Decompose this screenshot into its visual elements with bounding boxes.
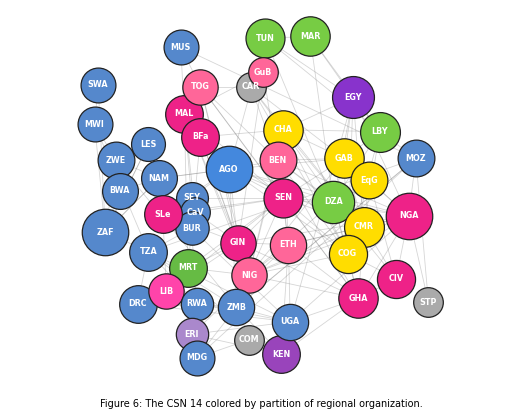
Text: BWA: BWA xyxy=(109,186,130,195)
Point xyxy=(144,249,153,255)
Text: NIG: NIG xyxy=(241,271,257,280)
Point xyxy=(360,223,368,230)
Text: AGO: AGO xyxy=(220,165,239,174)
Point xyxy=(349,94,357,101)
Point xyxy=(116,188,124,194)
Point xyxy=(192,354,201,361)
Text: BFa: BFa xyxy=(192,133,209,141)
Point xyxy=(279,126,287,133)
Point xyxy=(365,177,373,183)
Text: STP: STP xyxy=(420,298,437,306)
Text: MAL: MAL xyxy=(175,109,194,118)
Text: Figure 6: The CSN 14 colored by partition of regional organization.: Figure 6: The CSN 14 colored by partitio… xyxy=(100,399,423,409)
Text: CIV: CIV xyxy=(389,274,404,283)
Point xyxy=(424,299,433,305)
Text: ZMB: ZMB xyxy=(226,303,246,312)
Text: MWI: MWI xyxy=(85,120,105,129)
Text: MDG: MDG xyxy=(186,353,208,362)
Text: BUR: BUR xyxy=(182,224,201,233)
Point xyxy=(376,128,384,135)
Point xyxy=(232,304,241,311)
Text: COG: COG xyxy=(338,249,357,258)
Text: CMR: CMR xyxy=(354,222,374,231)
Text: MAR: MAR xyxy=(300,32,320,41)
Point xyxy=(90,121,99,128)
Text: ETH: ETH xyxy=(280,240,297,249)
Point xyxy=(112,157,120,164)
Point xyxy=(158,211,167,217)
Point xyxy=(340,155,348,162)
Text: GHA: GHA xyxy=(349,294,368,303)
Point xyxy=(133,301,142,307)
Text: EGY: EGY xyxy=(344,93,362,102)
Point xyxy=(144,141,153,147)
Point xyxy=(245,272,253,278)
Point xyxy=(191,209,199,216)
Point xyxy=(329,198,337,205)
Text: SLe: SLe xyxy=(154,210,171,218)
Text: UGA: UGA xyxy=(281,317,300,326)
Point xyxy=(192,301,201,307)
Point xyxy=(162,288,170,294)
Point xyxy=(344,250,352,257)
Point xyxy=(404,213,413,219)
Point xyxy=(354,295,362,302)
Text: GIN: GIN xyxy=(230,238,246,247)
Point xyxy=(246,83,255,90)
Point xyxy=(180,110,188,117)
Point xyxy=(196,83,204,90)
Point xyxy=(259,69,267,76)
Text: LES: LES xyxy=(140,140,156,149)
Text: GuB: GuB xyxy=(254,68,272,77)
Text: SWA: SWA xyxy=(88,81,108,89)
Point xyxy=(392,275,400,282)
Text: CaV: CaV xyxy=(186,208,204,217)
Point xyxy=(196,134,204,140)
Text: MUS: MUS xyxy=(170,43,191,52)
Text: TZA: TZA xyxy=(140,247,157,256)
Point xyxy=(184,265,192,271)
Text: EqG: EqG xyxy=(360,176,378,185)
Text: DRC: DRC xyxy=(128,299,147,309)
Text: ZWE: ZWE xyxy=(106,156,126,165)
Text: SEY: SEY xyxy=(183,193,200,202)
Point xyxy=(306,33,314,40)
Text: TUN: TUN xyxy=(256,34,275,43)
Text: SEN: SEN xyxy=(274,193,292,202)
Text: CAR: CAR xyxy=(242,82,260,91)
Text: TOG: TOG xyxy=(191,82,210,91)
Text: LIB: LIB xyxy=(159,287,174,296)
Point xyxy=(234,240,242,246)
Text: DZA: DZA xyxy=(324,197,343,206)
Point xyxy=(94,82,103,88)
Text: ERI: ERI xyxy=(184,330,199,339)
Text: COM: COM xyxy=(238,335,259,344)
Point xyxy=(225,166,233,173)
Point xyxy=(277,351,286,357)
Text: GAB: GAB xyxy=(335,154,354,163)
Point xyxy=(274,157,282,164)
Point xyxy=(279,195,287,201)
Text: LBY: LBY xyxy=(372,127,388,136)
Point xyxy=(286,318,294,325)
Point xyxy=(187,331,196,338)
Point xyxy=(261,35,269,42)
Text: MOZ: MOZ xyxy=(405,154,426,163)
Text: MRT: MRT xyxy=(178,263,198,273)
Point xyxy=(187,225,196,232)
Point xyxy=(245,337,253,343)
Text: NGA: NGA xyxy=(399,211,418,221)
Text: KEN: KEN xyxy=(272,350,290,358)
Point xyxy=(155,175,163,182)
Point xyxy=(187,195,196,201)
Text: ZAF: ZAF xyxy=(97,228,114,237)
Point xyxy=(284,241,292,248)
Point xyxy=(177,44,185,50)
Point xyxy=(101,229,109,235)
Text: CHA: CHA xyxy=(274,125,292,134)
Text: BEN: BEN xyxy=(268,156,287,165)
Point xyxy=(412,155,420,162)
Text: NAM: NAM xyxy=(149,174,169,183)
Text: RWA: RWA xyxy=(186,299,207,309)
